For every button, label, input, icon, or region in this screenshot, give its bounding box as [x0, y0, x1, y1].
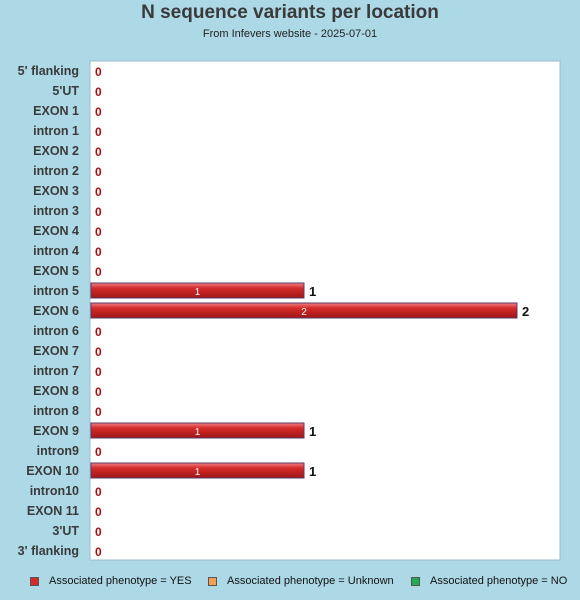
category-label: intron 5 [33, 284, 79, 298]
chart-title: N sequence variants per location [141, 2, 439, 23]
category-label: EXON 7 [33, 344, 79, 358]
category-label: EXON 8 [33, 384, 79, 398]
bar-total-label: 1 [309, 464, 316, 479]
category-label: intron 6 [33, 324, 79, 338]
bar [90, 422, 305, 439]
category-label: 5' flanking [18, 64, 79, 78]
zero-value-label: 0 [95, 545, 102, 559]
bar [90, 282, 305, 299]
legend-swatch-unknown [208, 576, 217, 586]
zero-value-label: 0 [95, 245, 102, 259]
legend-label-unknown: Associated phenotype = Unknown [227, 575, 394, 587]
zero-value-label: 0 [95, 165, 102, 179]
category-label: EXON 3 [33, 184, 79, 198]
zero-value-label: 0 [95, 365, 102, 379]
category-label: EXON 9 [33, 424, 79, 438]
zero-value-label: 0 [95, 325, 102, 339]
zero-value-label: 0 [95, 485, 102, 499]
bar-inner-label: 1 [195, 467, 201, 478]
category-label: 3'UT [52, 524, 79, 538]
zero-value-label: 0 [95, 445, 102, 459]
zero-value-label: 0 [95, 265, 102, 279]
bar-total-label: 1 [309, 284, 316, 299]
category-label: intron 3 [33, 204, 79, 218]
category-label: EXON 4 [33, 224, 79, 238]
category-label: EXON 5 [33, 264, 79, 278]
category-label: intron9 [37, 444, 79, 458]
category-label: intron10 [30, 484, 79, 498]
category-label: EXON 2 [33, 144, 79, 158]
bar-inner-label: 1 [195, 427, 201, 438]
category-label: intron 1 [33, 124, 79, 138]
bar-total-label: 2 [522, 304, 529, 319]
zero-value-label: 0 [95, 65, 102, 79]
zero-value-label: 0 [95, 145, 102, 159]
category-label: EXON 11 [27, 504, 79, 518]
legend-item-unknown: Associated phenotype = Unknown [208, 575, 394, 587]
legend-swatch-no [411, 576, 420, 586]
zero-value-label: 0 [95, 105, 102, 119]
zero-value-label: 0 [95, 125, 102, 139]
zero-value-label: 0 [95, 345, 102, 359]
legend-swatch-yes [30, 576, 39, 586]
zero-value-label: 0 [95, 525, 102, 539]
legend: Associated phenotype = YES Associated ph… [0, 575, 580, 591]
bar-total-label: 1 [309, 424, 316, 439]
category-label: intron 2 [33, 164, 79, 178]
legend-item-yes: Associated phenotype = YES [30, 575, 192, 587]
bar [90, 462, 305, 479]
bar-inner-label: 1 [195, 287, 201, 298]
zero-value-label: 0 [95, 405, 102, 419]
bar [90, 302, 518, 319]
category-label: intron 8 [33, 404, 79, 418]
bar-inner-label: 2 [301, 307, 307, 318]
category-label: 5'UT [52, 84, 79, 98]
category-label: 3' flanking [18, 544, 79, 558]
zero-value-label: 0 [95, 385, 102, 399]
category-label: intron 7 [33, 364, 79, 378]
category-label: EXON 1 [33, 104, 79, 118]
zero-value-label: 0 [95, 505, 102, 519]
category-label: intron 4 [33, 244, 79, 258]
legend-label-no: Associated phenotype = NO [430, 575, 568, 587]
chart-subtitle: From Infevers website - 2025-07-01 [202, 28, 378, 40]
legend-label-yes: Associated phenotype = YES [49, 575, 192, 587]
category-label: EXON 10 [26, 464, 79, 478]
category-label: EXON 6 [33, 304, 79, 318]
zero-value-label: 0 [95, 185, 102, 199]
zero-value-label: 0 [95, 205, 102, 219]
zero-value-label: 0 [95, 225, 102, 239]
zero-value-label: 0 [95, 85, 102, 99]
legend-item-no: Associated phenotype = NO [411, 575, 567, 587]
